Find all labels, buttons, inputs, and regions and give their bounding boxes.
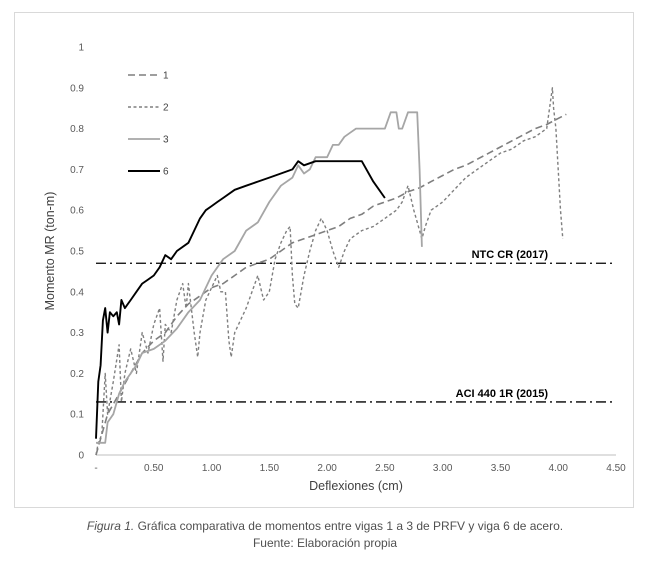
x-tick-label: 3.00 bbox=[433, 463, 453, 474]
x-tick-label: 0.50 bbox=[144, 463, 164, 474]
reference-line-label: NTC CR (2017) bbox=[472, 249, 549, 261]
x-tick-label: 1.50 bbox=[260, 463, 280, 474]
y-tick-label: 0 bbox=[78, 451, 84, 462]
legend-label: 6 bbox=[163, 167, 169, 178]
x-tick-label: 3.50 bbox=[491, 463, 511, 474]
x-tick-label: 4.00 bbox=[548, 463, 568, 474]
chart-frame bbox=[14, 12, 634, 508]
series-line-2 bbox=[95, 87, 564, 456]
x-tick-label: 1.00 bbox=[202, 463, 222, 474]
y-tick-label: 0.9 bbox=[70, 83, 84, 94]
y-tick-label: 0.7 bbox=[70, 165, 84, 176]
y-tick-label: 0.4 bbox=[70, 287, 84, 298]
figure-caption: Figura 1. Gráfica comparativa de momento… bbox=[0, 518, 650, 552]
legend-label: 2 bbox=[163, 103, 169, 114]
x-tick-label: 2.00 bbox=[317, 463, 337, 474]
chart: - 0.50 1.00 1.50 2.00 2.50 3.00 3.50 4.00 4.50 0 0… bbox=[43, 43, 626, 494]
series-line-3 bbox=[96, 111, 423, 444]
y-tick-label: 0.8 bbox=[70, 124, 84, 135]
y-tick-label: 0.1 bbox=[70, 410, 84, 421]
x-tick-label: 2.50 bbox=[375, 463, 395, 474]
y-tick-label: 0.3 bbox=[70, 328, 84, 339]
series-line-6 bbox=[95, 160, 386, 439]
figure-label: Figura 1. bbox=[86, 519, 135, 533]
figure-source: Fuente: Elaboración propia bbox=[252, 536, 398, 550]
y-axis-title: Momento MR (ton-m) bbox=[43, 192, 57, 311]
x-axis-title: Deflexiones (cm) bbox=[309, 479, 403, 493]
x-tick-label: - bbox=[94, 463, 97, 474]
series-line-1 bbox=[95, 113, 567, 456]
legend-label: 1 bbox=[163, 71, 169, 82]
x-tick-label: 4.50 bbox=[606, 463, 626, 474]
figure-text: Gráfica comparativa de momentos entre vi… bbox=[134, 519, 564, 533]
y-tick-label: 1 bbox=[78, 43, 84, 54]
legend-label: 3 bbox=[163, 135, 169, 146]
y-tick-label: 0.6 bbox=[70, 206, 84, 217]
y-tick-label: 0.2 bbox=[70, 369, 84, 380]
y-tick-label: 0.5 bbox=[70, 247, 84, 258]
reference-line-label: ACI 440 1R (2015) bbox=[456, 388, 549, 400]
